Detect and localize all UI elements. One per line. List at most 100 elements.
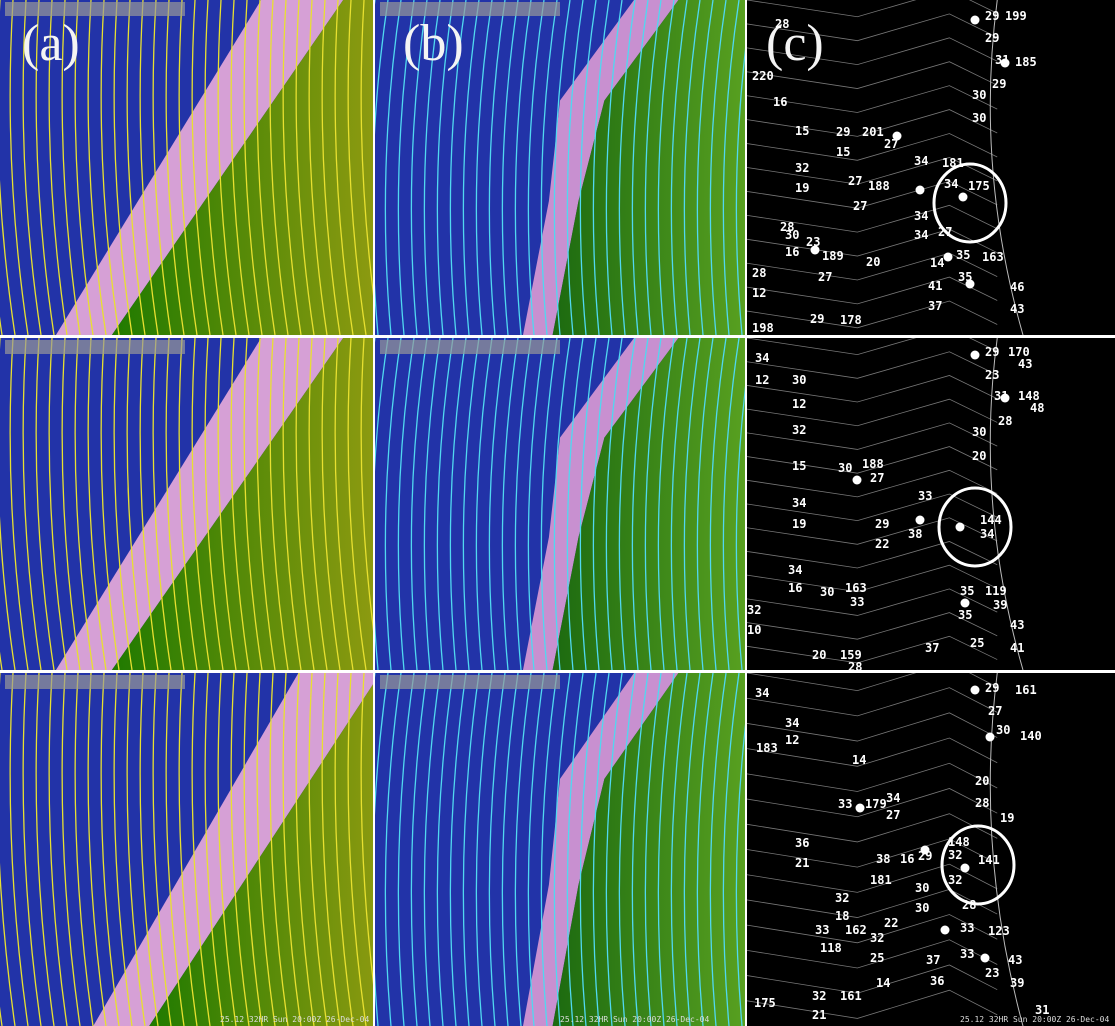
station-value: 15 xyxy=(792,459,806,473)
station-value: 10 xyxy=(747,623,761,637)
station-value: 30 xyxy=(792,373,806,387)
station-value: 12 xyxy=(755,373,769,387)
station-value: 30 xyxy=(785,228,799,242)
station-value: 34 xyxy=(785,716,799,730)
station-value: 140 xyxy=(1020,729,1042,743)
station-value: 20 xyxy=(972,449,986,463)
station-value: 12 xyxy=(785,733,799,747)
station-value: 28 xyxy=(998,414,1012,428)
station-dot xyxy=(981,954,990,963)
station-value: 29 xyxy=(985,9,999,23)
station-dot xyxy=(971,686,980,695)
station-value: 29 xyxy=(992,77,1006,91)
station-dot xyxy=(961,599,970,608)
station-value: 43 xyxy=(1008,953,1022,967)
station-value: 23 xyxy=(985,368,999,382)
station-dot xyxy=(944,253,953,262)
station-value: 34 xyxy=(944,177,958,191)
station-dot xyxy=(1001,394,1010,403)
station-value: 33 xyxy=(918,489,932,503)
station-value: 188 xyxy=(868,179,890,193)
toolbar xyxy=(380,340,560,354)
toolbar xyxy=(380,675,560,689)
station-value: 36 xyxy=(930,974,944,988)
station-value: 37 xyxy=(926,953,940,967)
station-value: 185 xyxy=(1015,55,1037,69)
station-value: 30 xyxy=(838,461,852,475)
station-value: 161 xyxy=(840,989,862,1003)
station-value: 16 xyxy=(773,95,787,109)
station-value: 38 xyxy=(876,852,890,866)
station-value: 34 xyxy=(914,154,928,168)
station-value: 188 xyxy=(862,457,884,471)
station-value: 18 xyxy=(835,909,849,923)
station-value: 28 xyxy=(848,660,862,674)
station-value: 16 xyxy=(788,581,802,595)
footer-text: 25.12 32HR Sun 20:00Z 26-Dec-04 xyxy=(560,1015,709,1024)
station-value: 30 xyxy=(820,585,834,599)
station-value: 23 xyxy=(985,966,999,980)
station-value: 34 xyxy=(755,351,769,365)
station-value: 118 xyxy=(820,941,842,955)
station-value: 35 xyxy=(956,248,970,262)
station-value: 29 xyxy=(985,345,999,359)
station-value: 34 xyxy=(755,686,769,700)
station-dot xyxy=(941,926,950,935)
station-value: 33 xyxy=(850,595,864,609)
station-value: 37 xyxy=(928,299,942,313)
station-value: 30 xyxy=(996,723,1010,737)
station-value: 32 xyxy=(948,873,962,887)
station-dot xyxy=(961,864,970,873)
toolbar xyxy=(380,2,560,16)
station-value: 34 xyxy=(914,228,928,242)
station-dot xyxy=(971,16,980,25)
station-value: 14 xyxy=(876,976,890,990)
station-value: 30 xyxy=(915,881,929,895)
toolbar xyxy=(5,340,185,354)
station-value: 27 xyxy=(988,704,1002,718)
toolbar xyxy=(5,2,185,16)
station-value: 43 xyxy=(1010,618,1024,632)
station-value: 30 xyxy=(915,901,929,915)
station-value: 34 xyxy=(886,791,900,805)
station-value: 144 xyxy=(980,513,1002,527)
station-value: 163 xyxy=(845,581,867,595)
station-value: 35 xyxy=(958,608,972,622)
footer-text: 25.12 32HR Sun 20:00Z 26-Dec-04 xyxy=(960,1015,1109,1024)
figure: (a)(b)(c)2919929311852930302822016152920… xyxy=(0,0,1115,1026)
station-value: 35 xyxy=(960,584,974,598)
station-dot xyxy=(956,523,965,532)
station-value: 201 xyxy=(862,125,884,139)
station-value: 148 xyxy=(948,835,970,849)
station-value: 27 xyxy=(848,174,862,188)
station-value: 33 xyxy=(960,947,974,961)
station-value: 178 xyxy=(840,313,862,327)
station-value: 33 xyxy=(838,797,852,811)
station-dot xyxy=(853,476,862,485)
station-value: 25 xyxy=(870,951,884,965)
station-value: 15 xyxy=(795,124,809,138)
station-value: 34 xyxy=(914,209,928,223)
station-value: 16 xyxy=(900,852,914,866)
panel-label: (a) xyxy=(22,15,80,72)
station-value: 34 xyxy=(788,563,802,577)
station-value: 33 xyxy=(960,921,974,935)
station-value: 34 xyxy=(980,527,994,541)
station-value: 14 xyxy=(852,753,866,767)
map-panel xyxy=(0,673,392,1026)
station-value: 28 xyxy=(775,17,789,31)
station-dot xyxy=(811,246,820,255)
station-value: 15 xyxy=(836,145,850,159)
station-value: 29 xyxy=(836,125,850,139)
station-value: 27 xyxy=(818,270,832,284)
station-value: 12 xyxy=(752,286,766,300)
station-value: 179 xyxy=(865,797,887,811)
station-value: 28 xyxy=(962,898,976,912)
station-value: 43 xyxy=(1010,302,1024,316)
station-value: 41 xyxy=(928,279,942,293)
station-value: 27 xyxy=(870,471,884,485)
station-value: 220 xyxy=(752,69,774,83)
station-dot xyxy=(921,846,930,855)
station-value: 43 xyxy=(1018,357,1032,371)
station-value: 32 xyxy=(795,161,809,175)
